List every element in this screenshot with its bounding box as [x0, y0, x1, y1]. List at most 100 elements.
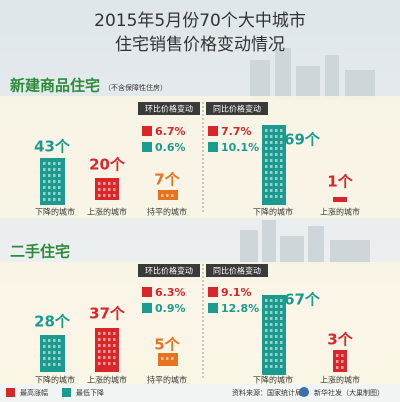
- window: [113, 182, 116, 185]
- window: [58, 363, 61, 366]
- building: [333, 197, 347, 202]
- window: [48, 180, 51, 183]
- header-box: [206, 102, 268, 115]
- window: [161, 357, 164, 360]
- window: [53, 345, 56, 348]
- section-note: （不含保障性住房）: [104, 83, 167, 92]
- window: [43, 174, 46, 177]
- window: [280, 177, 283, 180]
- window: [280, 299, 283, 302]
- count-label: 持平的城市: [147, 207, 187, 217]
- window: [58, 192, 61, 195]
- window: [275, 329, 278, 332]
- window: [280, 165, 283, 168]
- count: 1个: [327, 173, 353, 191]
- window: [280, 189, 283, 192]
- window: [275, 335, 278, 338]
- window: [53, 174, 56, 177]
- window: [280, 171, 283, 174]
- window: [48, 357, 51, 360]
- window: [108, 362, 111, 365]
- window: [270, 299, 273, 302]
- window: [108, 338, 111, 341]
- window: [280, 147, 283, 150]
- window: [265, 135, 268, 138]
- window: [341, 366, 344, 369]
- window: [270, 129, 273, 132]
- window: [280, 135, 283, 138]
- min-fall: 0.6%: [155, 141, 186, 154]
- window: [53, 180, 56, 183]
- window: [53, 351, 56, 354]
- window: [103, 362, 106, 365]
- window: [275, 165, 278, 168]
- window: [270, 189, 273, 192]
- window: [265, 165, 268, 168]
- window: [280, 323, 283, 326]
- window: [265, 177, 268, 180]
- window: [113, 332, 116, 335]
- window: [275, 153, 278, 156]
- window: [270, 171, 273, 174]
- window: [43, 186, 46, 189]
- window: [280, 159, 283, 162]
- window: [275, 323, 278, 326]
- window: [58, 168, 61, 171]
- window: [280, 341, 283, 344]
- window: [336, 354, 339, 357]
- window: [43, 192, 46, 195]
- count-label: 下降的城市: [253, 207, 293, 217]
- window: [275, 177, 278, 180]
- max-rise: 9.1%: [221, 286, 252, 299]
- window: [48, 363, 51, 366]
- count: 37个: [89, 305, 126, 323]
- window: [53, 357, 56, 360]
- window: [270, 353, 273, 356]
- window: [113, 344, 116, 347]
- header: 环比价格变动: [145, 104, 193, 114]
- window: [48, 186, 51, 189]
- window: [58, 345, 61, 348]
- window: [265, 299, 268, 302]
- window: [265, 341, 268, 344]
- window: [265, 335, 268, 338]
- section-title: 二手住宅: [10, 243, 70, 261]
- window: [171, 194, 174, 197]
- window: [48, 345, 51, 348]
- header-box: [138, 102, 200, 115]
- window: [280, 359, 283, 362]
- window: [98, 344, 101, 347]
- window: [275, 347, 278, 350]
- window: [53, 168, 56, 171]
- window: [43, 357, 46, 360]
- count-label: 下降的城市: [35, 207, 75, 217]
- window: [103, 344, 106, 347]
- window: [270, 323, 273, 326]
- window: [275, 359, 278, 362]
- window: [270, 317, 273, 320]
- icon-fall: [142, 303, 152, 313]
- window: [275, 341, 278, 344]
- window: [280, 347, 283, 350]
- count: 69个: [284, 131, 321, 149]
- window: [270, 195, 273, 198]
- legend-label: 最低下降: [76, 388, 104, 397]
- title: 2015年5月份70个大中城市: [94, 11, 306, 31]
- credit: 新华社发（大巢制图）: [314, 388, 384, 397]
- window: [265, 183, 268, 186]
- window: [113, 194, 116, 197]
- min-fall: 10.1%: [221, 141, 259, 154]
- window: [270, 177, 273, 180]
- header-box: [138, 264, 200, 277]
- header: 同比价格变动: [213, 266, 261, 276]
- window: [43, 351, 46, 354]
- window: [113, 362, 116, 365]
- max-rise: 7.7%: [221, 125, 252, 138]
- header: 环比价格变动: [145, 266, 193, 276]
- window: [275, 183, 278, 186]
- window: [98, 182, 101, 185]
- window: [265, 189, 268, 192]
- window: [108, 356, 111, 359]
- max-rise: 6.7%: [155, 125, 186, 138]
